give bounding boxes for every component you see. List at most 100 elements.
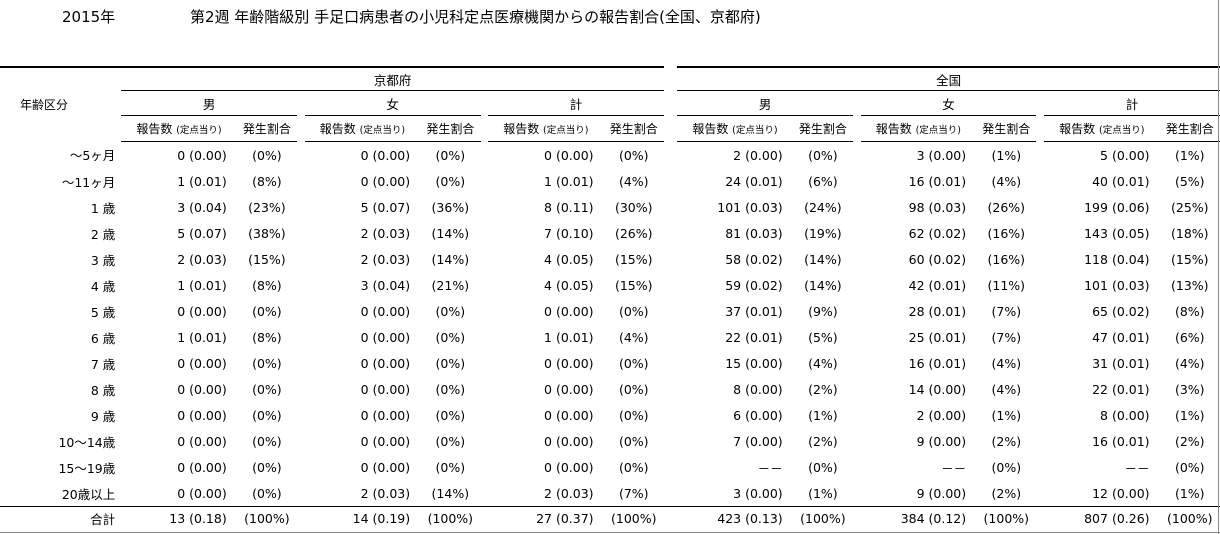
column-gap [297, 142, 305, 169]
report-count-cell: 0 (0.00) [360, 433, 411, 449]
report-count-label: 報告数 [136, 122, 173, 136]
report-count-cell: 0 (0.00) [360, 303, 411, 319]
ratio-cell: (9%) [808, 303, 838, 319]
total-row: 合計 13 (0.18) (100%) 14 (0.19) (100%) 27 (0.37… [0, 506, 1220, 529]
report-count-cell: 1 (0.01) [544, 329, 594, 345]
ratio-cell: (6%) [808, 173, 838, 189]
per-sentinel-label: (定点当り) [176, 125, 222, 136]
column-gap [481, 324, 489, 350]
per-sentinel-label: (定点当り) [732, 125, 778, 136]
ratio-header: 発生割合 [420, 115, 481, 142]
column-gap [853, 376, 861, 402]
ratio-cell: (4%) [618, 329, 649, 345]
ratio-cell: (8%) [252, 277, 282, 293]
column-gap [1036, 428, 1044, 454]
ratio-cell: (0%) [435, 459, 466, 475]
report-count-cell: 0 (0.00) [360, 407, 411, 423]
ratio-cell: (16%) [987, 225, 1026, 241]
report-count-cell: 5 (0.00) [1100, 147, 1150, 163]
column-gap [853, 324, 861, 350]
column-gap [481, 350, 489, 376]
ratio-cell: (7%) [618, 485, 649, 501]
report-count-cell: 4 (0.05) [544, 277, 594, 293]
report-count-cell: －－ [941, 460, 967, 476]
column-gap [1036, 350, 1044, 376]
column-gap [297, 350, 305, 376]
ratio-cell: (0%) [435, 173, 466, 189]
column-gap [853, 220, 861, 246]
ratio-cell: (0%) [435, 147, 466, 163]
ratio-cell: (0%) [435, 303, 466, 319]
per-sentinel-label: (定点当り) [915, 125, 962, 136]
ratio-cell: (1%) [1174, 485, 1205, 501]
report-count-cell: 0 (0.00) [177, 433, 227, 449]
report-count-cell: 0 (0.00) [360, 147, 411, 163]
table-body: ～5ヶ月 0 (0.00) (0%) 0 (0.00) (0%) 0 (0.00) (0%)… [0, 142, 1220, 529]
column-gap [853, 194, 861, 220]
region-kyoto: 京都府 [121, 68, 664, 91]
column-gap [853, 480, 861, 507]
column-gap [481, 116, 489, 142]
ratio-cell: (16%) [987, 251, 1026, 267]
ratio-cell: (100%) [420, 506, 481, 529]
ratio-cell: (1%) [808, 485, 838, 501]
ratio-cell: (4%) [991, 173, 1022, 189]
report-count-cell: 15 (0.00) [725, 355, 783, 371]
report-count-cell: 2 (0.03) [360, 485, 411, 501]
column-gap [664, 116, 677, 142]
ratio-cell: (3%) [1174, 381, 1205, 397]
column-gap [664, 324, 677, 350]
ratio-cell: (14%) [431, 485, 470, 501]
age-group-label: 6 歳 [90, 330, 116, 346]
report-count-cell: 59 (0.02) [725, 277, 783, 293]
report-count-cell: －－ [1124, 460, 1150, 476]
report-count-cell: 65 (0.02) [1092, 303, 1150, 319]
report-count-cell: 0 (0.00) [544, 433, 594, 449]
report-count-cell: 1 (0.01) [177, 277, 227, 293]
ratio-cell: (100%) [976, 506, 1037, 529]
report-count-cell: 0 (0.00) [360, 459, 411, 475]
column-gap [481, 272, 489, 298]
ratio-header: 発生割合 [1159, 115, 1220, 142]
ratio-header: 発生割合 [792, 115, 854, 142]
ratio-cell: (0%) [618, 381, 649, 397]
ratio-cell: (4%) [808, 355, 838, 371]
report-count-label: 報告数 [503, 122, 540, 136]
report-count-cell: 16 (0.01) [1092, 433, 1150, 449]
column-gap [297, 376, 305, 402]
ratio-header: 発生割合 [976, 115, 1037, 142]
report-count-cell: 0 (0.00) [360, 329, 411, 345]
report-count-header: 報告数 (定点当り) [677, 115, 793, 142]
report-count-cell: 42 (0.01) [908, 277, 967, 293]
report-count-cell: 0 (0.00) [544, 303, 594, 319]
report-count-cell: 22 (0.01) [725, 329, 783, 345]
ratio-cell: (26%) [614, 225, 653, 241]
ratio-cell: (13%) [1170, 277, 1209, 293]
age-group-label: ～11ヶ月 [61, 174, 116, 190]
ratio-cell: (1%) [991, 407, 1022, 423]
table-row: 8 歳 0 (0.00) (0%) 0 (0.00) (0%) 0 (0.00) (0%) 8… [0, 376, 1220, 402]
report-count-cell: 0 (0.00) [544, 407, 594, 423]
report-count-cell: 3 (0.04) [177, 199, 227, 215]
column-gap [297, 324, 305, 350]
column-gap [1036, 376, 1044, 402]
ratio-cell: (0%) [618, 459, 649, 475]
ratio-cell: (0%) [618, 147, 649, 163]
report-count-label: 報告数 [692, 122, 729, 136]
column-gap [481, 376, 489, 402]
report-count-cell: 101 (0.03) [1084, 277, 1150, 293]
ratio-cell: (14%) [804, 251, 842, 267]
ratio-header: 発生割合 [603, 115, 664, 142]
ratio-cell: (8%) [252, 329, 282, 345]
column-gap [853, 298, 861, 324]
report-count-cell: 40 (0.01) [1092, 173, 1150, 189]
ratio-cell: (0%) [252, 407, 282, 423]
ratio-cell: (0%) [435, 329, 466, 345]
column-gap [297, 428, 305, 454]
column-gap [664, 168, 677, 194]
column-gap [664, 428, 677, 454]
ratio-cell: (0%) [808, 459, 838, 475]
ratio-cell: (1%) [991, 147, 1022, 163]
report-count-cell: 7 (0.00) [733, 433, 783, 449]
column-gap [297, 402, 305, 428]
